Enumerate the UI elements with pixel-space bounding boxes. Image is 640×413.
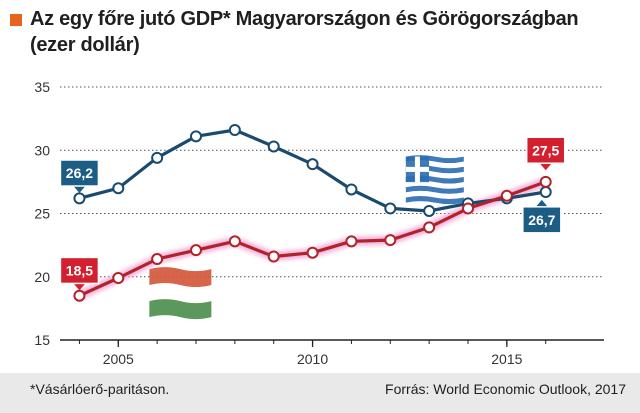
hungary-point: [73, 289, 86, 302]
line-chart: 15 20 25 30 35 2005 2010 2015 26,2 26,7 18,5 27,5: [34, 79, 604, 367]
greece-point: [228, 124, 241, 137]
hungary-point: [228, 235, 241, 248]
hungary-point: [151, 253, 164, 266]
chart-title-line2: (ezer dollár): [30, 34, 140, 56]
greece-point: [267, 140, 280, 153]
chart-title: Az egy főre jutó GDP* Magyarországon és …: [30, 6, 630, 58]
y-tick-label: 15: [34, 332, 50, 348]
hungary-point: [462, 202, 474, 215]
hungary-point: [500, 189, 513, 202]
grid-lines: [60, 86, 604, 278]
hungary-point: [345, 235, 358, 248]
greece-end-label-text: 26,7: [528, 212, 555, 228]
hungary-point: [190, 244, 202, 257]
greece-point: [73, 192, 86, 205]
greece-point: [306, 158, 319, 171]
hungary-end-label: 27,5: [525, 136, 566, 171]
value-labels: 26,2 26,7 18,5 27,5: [59, 136, 566, 291]
greece-flag-cross-h: [405, 166, 430, 172]
hungary-flag-stripe: [149, 267, 212, 288]
y-tick-label: 25: [34, 206, 50, 222]
hungary-end-label-box: [525, 136, 566, 164]
y-tick-label: 30: [34, 142, 50, 158]
hungary-line: [78, 180, 547, 298]
greece-flag-stripe: [405, 185, 464, 194]
x-tick-label: 2005: [103, 351, 134, 367]
greece-flag: [405, 155, 464, 205]
greece-flag-stripe: [405, 190, 464, 199]
series: [73, 124, 552, 302]
greece-end-label: 26,7: [522, 199, 562, 234]
title-marker: [10, 14, 22, 26]
greece-flag-stripe: [405, 180, 464, 189]
hungary-point: [539, 175, 552, 188]
greece-line: [78, 128, 546, 213]
greece-point: [423, 204, 436, 217]
hungary-flag: [149, 267, 212, 320]
chart-title-line1: Az egy főre jutó GDP* Magyarországon és …: [30, 8, 579, 30]
greece-point: [190, 130, 202, 143]
source-note: Forrás: World Economic Outlook, 2017: [385, 381, 626, 397]
greece-point: [384, 202, 397, 215]
hungary-flag-stripe: [149, 299, 212, 320]
greece-point: [151, 151, 164, 164]
hungary-end-label-text: 27,5: [532, 142, 559, 158]
x-tick-label: 2015: [491, 351, 522, 367]
hungary-end-label-pointer: [539, 163, 552, 171]
greece-flag-stripe: [405, 195, 464, 205]
greece-point: [539, 185, 552, 198]
greece-start-label-text: 26,2: [66, 165, 93, 181]
flags: [149, 155, 464, 320]
greece-start-label-pointer: [73, 186, 86, 194]
hungary-flag-stripe: [149, 283, 212, 304]
hungary-start-label-pointer: [73, 283, 86, 291]
hungary-start-label-box: [59, 256, 100, 285]
greece-end-label-box: [522, 206, 562, 234]
footer-bar: *Vásárlóerő-paritáson. Forrás: World Eco…: [0, 373, 640, 413]
footnote: *Vásárlóerő-paritáson.: [30, 381, 170, 397]
greece-point: [345, 183, 358, 196]
hungary-line-glow: [77, 177, 548, 300]
axes: 15 20 25 30 35 2005 2010 2015: [34, 79, 604, 367]
hungary-start-label-text: 18,5: [66, 262, 93, 278]
x-tick-label: 2010: [297, 351, 328, 367]
y-tick-label: 20: [34, 269, 50, 285]
greece-start-label: 26,2: [59, 159, 100, 194]
greece-start-label-box: [59, 159, 100, 187]
hungary-point: [384, 234, 397, 247]
greece-point: [112, 182, 125, 195]
hungary-point: [423, 221, 436, 234]
y-tick-label: 35: [34, 79, 50, 95]
hungary-point: [112, 272, 125, 285]
hungary-point: [267, 250, 280, 263]
hungary-point: [306, 246, 319, 259]
hungary-start-label: 18,5: [59, 256, 100, 291]
greece-end-label-pointer: [535, 199, 548, 207]
